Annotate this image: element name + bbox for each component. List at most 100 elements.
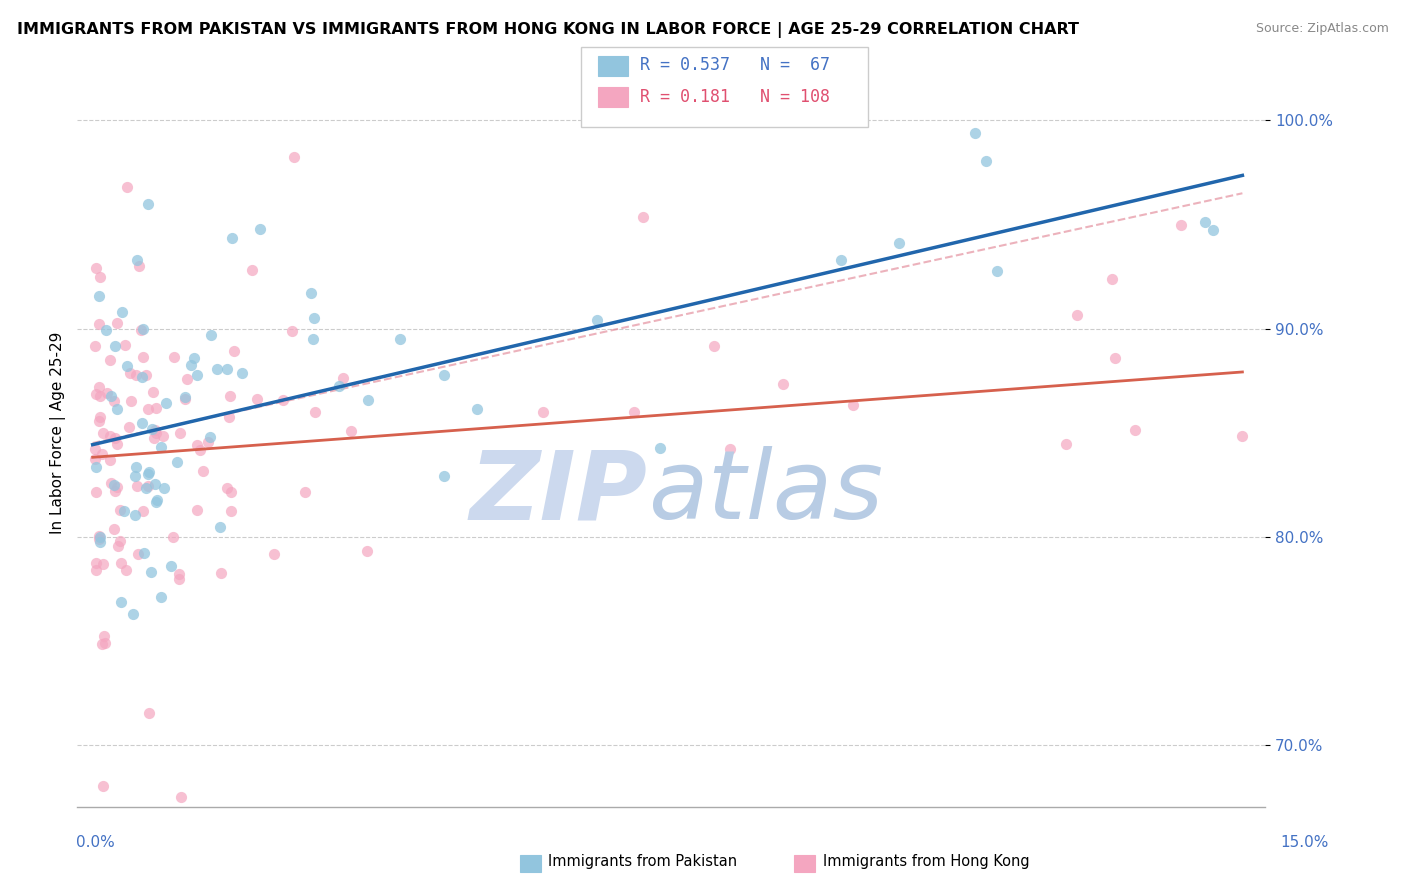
Text: ZIP: ZIP [470,446,648,539]
Point [356,543,378,558]
Point [974,153,997,168]
Point [86,387,108,401]
Point [135,368,157,383]
Point [169,425,191,440]
Point [180,358,202,372]
Point [89,410,111,425]
Point [219,504,242,518]
Point [115,563,138,577]
Point [283,150,305,164]
Point [91,558,114,572]
Point [222,344,245,359]
Point [86,460,108,475]
Point [200,328,222,343]
Point [110,595,132,609]
Point [112,504,135,518]
Point [842,398,865,412]
Point [830,252,852,267]
Point [124,469,146,483]
Point [131,416,153,430]
Text: 0.0%: 0.0% [76,836,115,850]
Point [98,353,121,368]
Point [93,426,115,441]
Point [124,508,146,523]
Point [98,453,121,467]
Point [631,210,654,224]
Point [103,478,125,492]
Point [245,392,267,406]
Point [87,532,110,546]
Point [219,389,242,403]
Point [149,590,172,604]
Point [136,401,159,416]
Point [87,318,110,332]
Point [125,252,148,267]
Point [332,370,354,384]
Point [174,390,197,404]
Point [152,481,174,495]
Point [209,519,232,533]
Point [83,442,105,456]
Point [145,426,167,441]
Point [299,286,322,301]
Point [115,180,138,194]
Point [138,706,160,720]
Point [120,393,142,408]
Point [231,366,253,380]
Point [186,438,208,452]
Point [84,339,107,353]
Point [84,451,107,466]
Point [703,338,725,352]
Point [205,362,228,376]
Point [93,629,115,643]
Point [198,430,221,444]
Point [103,393,125,408]
Point [167,567,190,582]
Point [1123,423,1146,437]
Point [218,409,240,424]
Point [94,323,117,337]
Point [887,235,910,250]
Point [105,402,128,417]
Point [240,263,263,277]
Point [174,392,197,406]
Point [87,529,110,543]
Point [193,464,215,478]
Point [90,447,112,461]
Point [389,332,412,346]
Point [104,339,127,353]
Point [170,789,193,804]
Point [1170,218,1192,232]
Point [1194,215,1216,229]
Point [304,405,326,419]
Point [188,443,211,458]
Point [121,607,143,622]
Point [1104,351,1126,366]
Point [100,476,122,491]
Text: Source: ZipAtlas.com: Source: ZipAtlas.com [1256,22,1389,36]
Point [114,338,136,352]
Point [263,547,285,561]
Point [950,811,973,825]
Point [118,419,141,434]
Point [107,539,129,553]
Point [465,401,488,416]
Point [84,563,107,577]
Point [136,467,159,481]
Point [89,270,111,285]
Point [143,476,166,491]
Point [91,637,114,651]
Point [132,322,155,336]
Point [186,368,208,383]
Point [302,311,325,326]
Point [141,422,163,436]
Point [110,556,132,570]
Point [623,405,645,419]
Point [135,481,157,495]
Point [167,572,190,586]
Point [162,530,184,544]
Text: Immigrants from Hong Kong: Immigrants from Hong Kong [823,855,1029,869]
Point [103,522,125,536]
Point [84,261,107,276]
Point [1054,437,1077,451]
